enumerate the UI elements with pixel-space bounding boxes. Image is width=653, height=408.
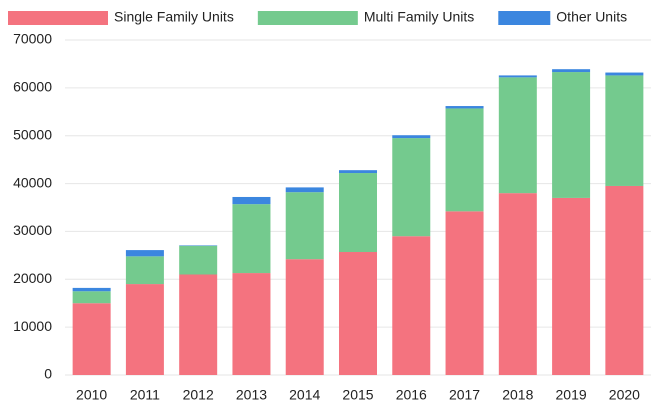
bar-segment [498, 193, 537, 375]
bar-segment [392, 236, 431, 375]
y-tick-label: 10000 [13, 318, 52, 334]
x-tick-label: 2014 [289, 387, 320, 403]
bar-segment [605, 72, 644, 76]
bar-segment [339, 252, 377, 375]
bar-segment [445, 108, 484, 212]
y-tick-label: 70000 [13, 31, 52, 47]
bar-segment [392, 135, 431, 139]
x-tick-label: 2013 [236, 387, 267, 403]
bar-segment [339, 173, 377, 253]
legend-swatch [498, 11, 551, 25]
bar-segment [72, 303, 111, 375]
bar-segment [179, 274, 218, 375]
bar-segment [72, 287, 111, 292]
bar-segment [339, 170, 377, 174]
y-tick-label: 40000 [13, 174, 52, 190]
x-tick-label: 2011 [130, 387, 160, 403]
bar-segment [125, 250, 164, 257]
x-tick-label: 2017 [449, 387, 480, 403]
legend-label: Other Units [556, 9, 627, 25]
legend-label: Single Family Units [114, 9, 234, 25]
bar-segment [232, 204, 271, 274]
bar-segment [72, 291, 111, 304]
bar-segment [445, 106, 484, 109]
y-tick-label: 50000 [13, 126, 52, 142]
bar-segment [498, 77, 537, 194]
bar-segment [605, 75, 644, 186]
bar-segment [125, 284, 164, 375]
y-tick-label: 20000 [13, 270, 52, 286]
bar-segment [498, 75, 537, 78]
x-tick-label: 2012 [183, 387, 214, 403]
bar-segment [552, 197, 591, 375]
y-tick-label: 30000 [13, 222, 52, 238]
bar-segment [232, 196, 271, 205]
bar-segment [445, 211, 484, 375]
bar-segment [125, 256, 164, 285]
bar-segment [232, 273, 271, 375]
bar-segment [285, 259, 324, 375]
bar-segment [605, 185, 644, 375]
bar-segment [285, 187, 324, 193]
x-tick-label: 2016 [396, 387, 427, 403]
legend-swatch [8, 11, 108, 25]
bar-segment [285, 192, 324, 260]
bar-segment [179, 245, 218, 275]
x-tick-label: 2015 [342, 387, 373, 403]
x-tick-label: 2010 [76, 387, 107, 403]
x-tick-label: 2019 [556, 387, 587, 403]
y-tick-label: 60000 [13, 79, 52, 95]
x-tick-label: 2020 [609, 387, 640, 403]
y-tick-label: 0 [44, 366, 52, 382]
legend-label: Multi Family Units [364, 9, 474, 25]
bar-segment [552, 72, 591, 198]
bar-segment [392, 138, 431, 237]
x-tick-label: 2018 [502, 387, 533, 403]
legend-swatch [257, 11, 358, 25]
bar-segment [552, 69, 591, 73]
